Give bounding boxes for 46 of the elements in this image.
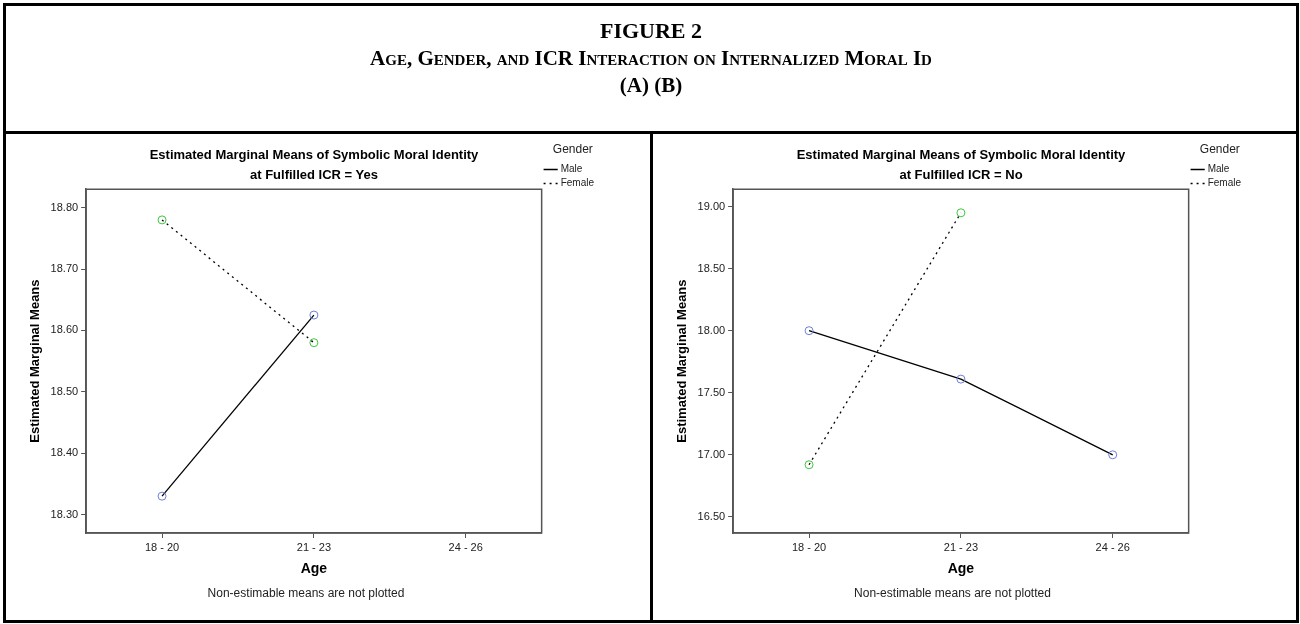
legend-label: Male [560, 163, 583, 175]
point [804, 460, 814, 470]
legend-label: Male [1207, 163, 1230, 175]
x-tick-label: 21 - 23 [943, 540, 978, 553]
point [955, 374, 965, 384]
y-tick-label: 18.60 [50, 323, 79, 336]
y-tick-label: 18.50 [50, 384, 79, 397]
text: Non-estimable means are not plotted [206, 586, 406, 600]
text: Non-estimable means are not plotted [853, 586, 1052, 600]
x-tick-label: 21 - 23 [296, 540, 332, 553]
y-tick-label: 18.70 [50, 262, 79, 275]
point [804, 326, 814, 336]
point [955, 208, 965, 218]
x-axis-title: Age [947, 560, 974, 577]
y-tick-label: 18.80 [50, 200, 79, 213]
y-tick-label: 17.00 [697, 447, 725, 460]
chart-subtitle: at Fulfilled ICR = No [898, 166, 1023, 182]
y-tick-label: 18.00 [697, 323, 725, 336]
y-tick-label: 19.00 [697, 199, 725, 212]
x-axis-title: Age [300, 560, 328, 577]
text: Age, Gender, and ICR Interaction on Internalized Moral Id [369, 46, 933, 71]
text: (A) (B) [618, 73, 684, 98]
point [157, 491, 167, 501]
legend-title: Gender [1199, 142, 1240, 157]
y-tick-label: 18.50 [697, 261, 725, 274]
y-tick-label: 18.30 [50, 507, 79, 520]
point [309, 338, 319, 348]
legend-label: Female [1207, 177, 1241, 189]
point [309, 310, 319, 320]
x-tick-label: 24 - 26 [1095, 540, 1130, 553]
y-tick-label: 18.40 [50, 446, 79, 459]
y-tick-label: 17.50 [697, 385, 725, 398]
x-tick-label: 18 - 20 [791, 540, 826, 553]
chart-title: Estimated Marginal Means of Symbolic Moral Identity [149, 147, 480, 163]
point [157, 215, 167, 225]
chart-subtitle: at Fulfilled ICR = Yes [250, 166, 378, 182]
text: FIGURE 2 [598, 17, 704, 44]
legend-title: Gender [552, 142, 593, 157]
legend-label: Female [560, 177, 595, 189]
y-axis-title: Estimated Marginal Means [673, 279, 689, 443]
point [1107, 450, 1117, 460]
y-tick-label: 16.50 [697, 509, 725, 522]
y-axis-title: Estimated Marginal Means [27, 279, 43, 443]
chart-title: Estimated Marginal Means of Symbolic Moral Identity [796, 147, 1126, 163]
x-tick-label: 18 - 20 [144, 540, 180, 553]
x-tick-label: 24 - 26 [448, 540, 483, 553]
